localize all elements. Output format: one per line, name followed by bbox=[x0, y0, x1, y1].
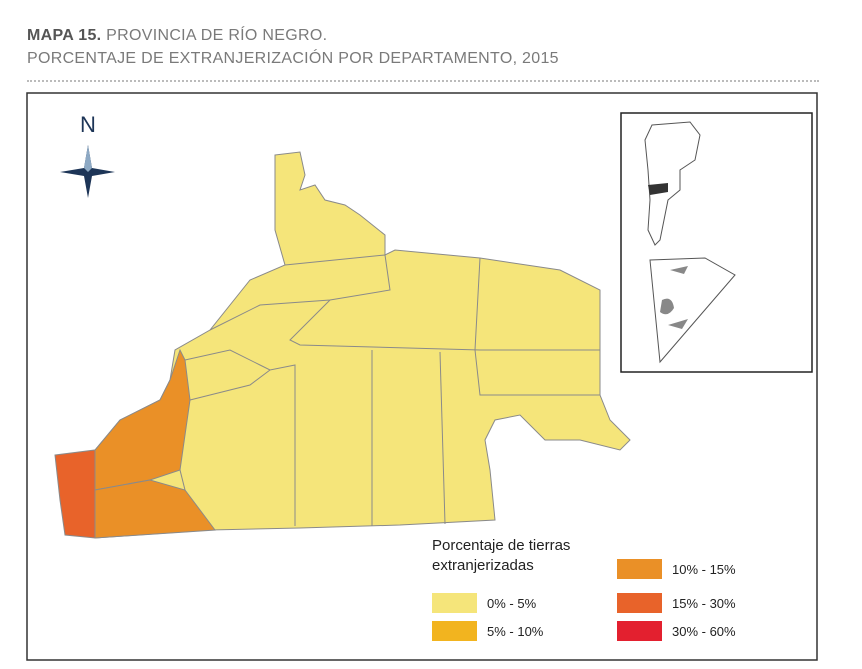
legend-label: 15% - 30% bbox=[672, 596, 736, 611]
legend-swatch bbox=[617, 593, 662, 613]
legend-swatch bbox=[432, 621, 477, 641]
legend-swatch bbox=[432, 593, 477, 613]
north-label: N bbox=[80, 112, 96, 137]
province bbox=[54, 151, 631, 539]
legend-title: extranjerizadas bbox=[432, 557, 534, 574]
legend-label: 10% - 15% bbox=[672, 562, 736, 577]
department-border bbox=[179, 469, 186, 491]
department-border bbox=[289, 299, 600, 351]
department-border bbox=[284, 254, 386, 266]
map-title: MAPA 15. PROVINCIA DE RÍO NEGRO. bbox=[27, 27, 327, 45]
legend-label: 5% - 10% bbox=[487, 624, 544, 639]
inset-antarctic-sector bbox=[649, 257, 736, 364]
map-number: MAPA 15. bbox=[27, 27, 102, 44]
divider bbox=[27, 80, 819, 82]
department-border bbox=[189, 369, 271, 401]
compass-highlight bbox=[84, 145, 92, 172]
legend-swatch bbox=[617, 559, 662, 579]
department bbox=[94, 151, 631, 539]
inset-argentina bbox=[644, 121, 701, 246]
department-border bbox=[439, 351, 446, 525]
legend-title: Porcentaje de tierras bbox=[432, 537, 570, 554]
map-subtitle: PORCENTAJE DE EXTRANJERIZACIÓN POR DEPAR… bbox=[27, 50, 559, 67]
map-title-text: PROVINCIA DE RÍO NEGRO. bbox=[106, 27, 328, 44]
legend-label: 0% - 5% bbox=[487, 596, 537, 611]
department bbox=[94, 348, 191, 491]
department-border bbox=[184, 349, 296, 526]
inset-islands bbox=[660, 266, 688, 329]
department bbox=[54, 449, 96, 539]
map-frame bbox=[26, 92, 818, 661]
legend-swatch bbox=[617, 621, 662, 641]
legend-label: 30% - 60% bbox=[672, 624, 736, 639]
inset-highlight bbox=[648, 183, 668, 195]
department-border bbox=[474, 257, 600, 396]
